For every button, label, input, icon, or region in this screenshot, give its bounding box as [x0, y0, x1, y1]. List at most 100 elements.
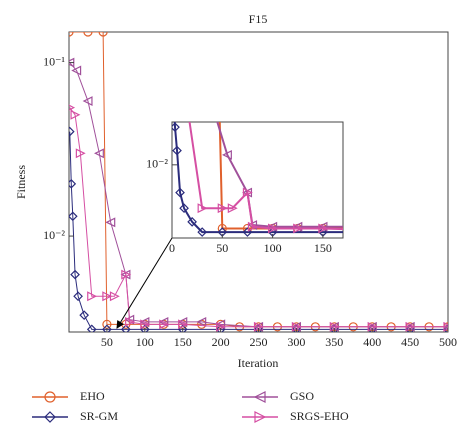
marker — [69, 104, 76, 111]
x-tick-label: 50 — [101, 335, 113, 349]
marker — [44, 411, 56, 423]
marker — [242, 187, 253, 198]
marker — [69, 211, 78, 222]
marker — [172, 145, 182, 156]
marker — [445, 226, 453, 234]
marker — [470, 226, 474, 234]
x-tick-label: 100 — [136, 335, 154, 349]
x-tick-label: 400 — [363, 335, 381, 349]
marker — [79, 310, 90, 321]
chart-title: F15 — [249, 12, 268, 26]
x-tick-label: 300 — [287, 335, 305, 349]
marker — [369, 228, 377, 236]
marker — [267, 223, 278, 234]
marker — [102, 324, 112, 332]
marker — [369, 226, 377, 234]
marker — [75, 148, 86, 159]
marker — [178, 41, 186, 49]
marker — [109, 291, 120, 302]
marker — [121, 269, 132, 280]
inset-frame — [171, 121, 344, 239]
marker — [254, 411, 267, 423]
marker — [179, 203, 189, 214]
marker — [419, 228, 427, 236]
marker — [419, 226, 427, 234]
x-tick-label: 200 — [212, 335, 230, 349]
marker — [187, 217, 197, 227]
marker — [44, 391, 56, 403]
marker — [140, 319, 151, 330]
y-tick-label: 10⁻¹ — [43, 54, 65, 68]
marker — [293, 223, 304, 234]
marker — [470, 228, 474, 236]
x-tick-label: 0 — [169, 241, 175, 255]
marker — [82, 96, 93, 107]
marker — [70, 109, 81, 120]
series-line — [69, 131, 448, 330]
marker — [73, 291, 83, 302]
marker — [213, 14, 221, 22]
marker — [419, 226, 427, 234]
marker — [197, 227, 208, 237]
x-tick-label: 100 — [264, 241, 282, 255]
marker — [175, 187, 185, 198]
x-tick-label: 250 — [250, 335, 268, 349]
marker — [217, 203, 228, 214]
marker — [168, 14, 176, 22]
x-tick-label: 450 — [401, 335, 419, 349]
marker — [221, 149, 232, 160]
marker — [69, 178, 77, 189]
legend-label: SRGS-EHO — [290, 409, 349, 423]
marker — [193, 14, 201, 22]
marker — [394, 226, 402, 234]
marker — [470, 226, 474, 234]
marker — [369, 224, 377, 232]
marker — [125, 316, 135, 327]
marker — [242, 227, 253, 237]
marker — [208, 101, 216, 109]
marker — [197, 203, 208, 214]
x-tick-label: 50 — [216, 241, 228, 255]
marker — [69, 126, 75, 137]
marker — [193, 64, 201, 72]
x-tick-label: 500 — [439, 335, 457, 349]
inset-lines — [168, 14, 474, 237]
marker — [196, 316, 207, 327]
y-tick-label: 10⁻² — [146, 157, 168, 171]
legend-label: EHO — [80, 389, 105, 403]
legend-label: GSO — [290, 389, 314, 403]
marker — [419, 226, 427, 234]
marker — [169, 86, 177, 94]
marker — [227, 203, 238, 214]
y-axis-label: Fitness — [14, 165, 28, 199]
marker — [86, 324, 97, 332]
marker — [342, 226, 343, 227]
series-line — [173, 122, 343, 234]
marker — [318, 223, 329, 234]
series-line — [69, 107, 448, 328]
marker — [98, 32, 108, 37]
marker — [83, 32, 93, 37]
marker — [169, 68, 177, 76]
x-tick-label: 350 — [325, 335, 343, 349]
series-line — [216, 122, 343, 228]
marker — [70, 269, 80, 280]
legend-label: SR-GM — [80, 409, 118, 423]
marker — [93, 148, 104, 159]
marker — [247, 221, 258, 232]
marker — [172, 122, 180, 133]
x-axis-label: Iteration — [238, 356, 279, 370]
x-tick-label: 150 — [314, 241, 332, 255]
x-tick-label: 150 — [174, 335, 192, 349]
marker — [470, 226, 474, 234]
marker — [253, 391, 266, 403]
marker — [87, 291, 98, 302]
zoom-arrow — [116, 237, 173, 329]
marker — [178, 319, 189, 330]
marker — [102, 291, 113, 302]
marker — [183, 101, 191, 109]
series-line — [188, 122, 343, 231]
series-line — [218, 122, 343, 230]
marker — [344, 224, 352, 232]
